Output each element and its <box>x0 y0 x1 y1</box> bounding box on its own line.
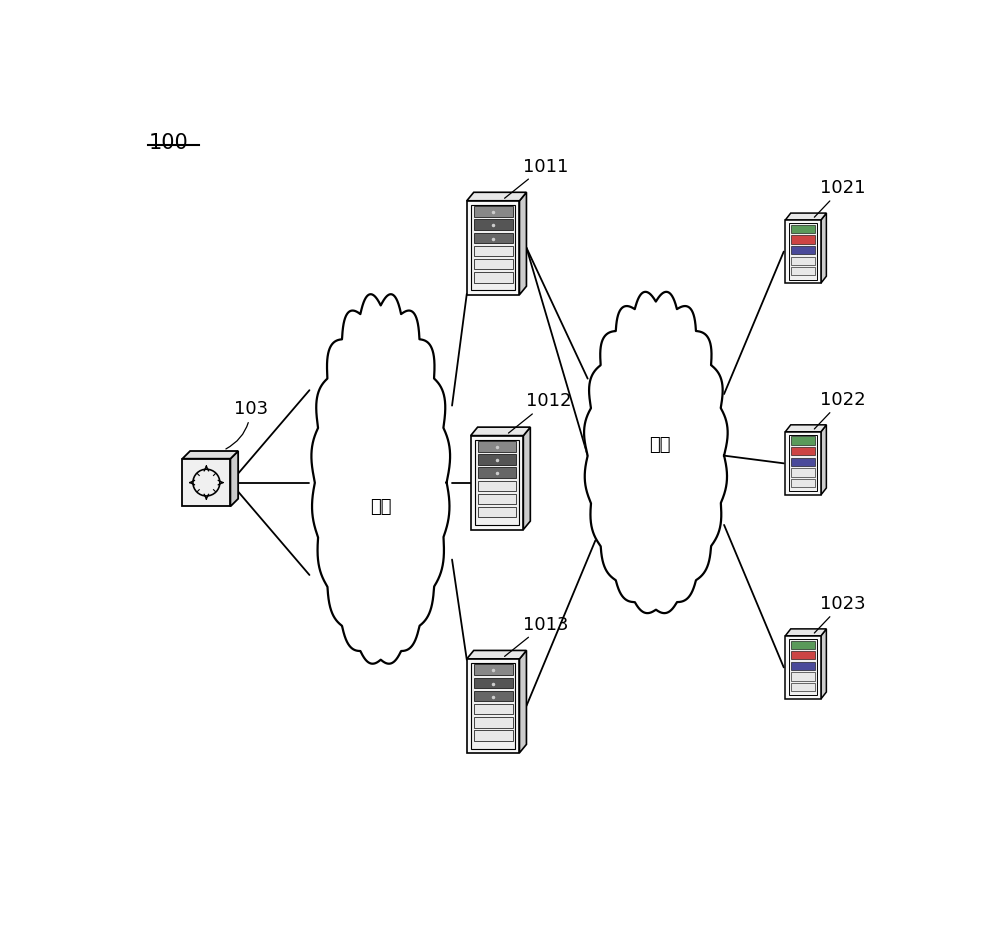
FancyBboxPatch shape <box>791 641 815 650</box>
Polygon shape <box>821 425 826 495</box>
Polygon shape <box>182 451 238 460</box>
Text: 1023: 1023 <box>814 594 866 634</box>
Text: 1013: 1013 <box>505 615 568 657</box>
FancyBboxPatch shape <box>474 678 513 688</box>
FancyBboxPatch shape <box>474 704 513 715</box>
Polygon shape <box>471 436 523 530</box>
FancyBboxPatch shape <box>791 236 815 244</box>
Polygon shape <box>785 432 821 495</box>
Polygon shape <box>519 651 526 753</box>
Polygon shape <box>467 193 526 201</box>
FancyBboxPatch shape <box>474 220 513 231</box>
FancyBboxPatch shape <box>791 459 815 466</box>
FancyBboxPatch shape <box>474 665 513 675</box>
FancyBboxPatch shape <box>474 207 513 217</box>
FancyBboxPatch shape <box>791 683 815 692</box>
FancyBboxPatch shape <box>789 436 817 492</box>
Polygon shape <box>467 201 519 296</box>
Polygon shape <box>785 629 826 636</box>
Text: 100: 100 <box>148 133 188 154</box>
Text: 网络: 网络 <box>370 497 392 515</box>
Polygon shape <box>182 460 230 507</box>
Text: 103: 103 <box>226 400 268 449</box>
Polygon shape <box>785 213 826 221</box>
FancyBboxPatch shape <box>474 246 513 257</box>
FancyBboxPatch shape <box>478 481 516 491</box>
Polygon shape <box>785 221 821 284</box>
FancyBboxPatch shape <box>471 664 515 749</box>
Text: 1012: 1012 <box>508 392 572 433</box>
FancyBboxPatch shape <box>791 257 815 266</box>
FancyBboxPatch shape <box>474 272 513 284</box>
Polygon shape <box>230 451 238 507</box>
Polygon shape <box>519 193 526 296</box>
Polygon shape <box>584 293 728 613</box>
FancyBboxPatch shape <box>478 507 516 518</box>
FancyBboxPatch shape <box>791 437 815 446</box>
Polygon shape <box>523 428 530 530</box>
FancyBboxPatch shape <box>478 468 516 478</box>
FancyBboxPatch shape <box>791 247 815 255</box>
FancyBboxPatch shape <box>478 494 516 505</box>
FancyBboxPatch shape <box>478 442 516 452</box>
Polygon shape <box>785 636 821 699</box>
FancyBboxPatch shape <box>791 469 815 477</box>
FancyBboxPatch shape <box>791 662 815 670</box>
FancyBboxPatch shape <box>789 225 817 281</box>
Polygon shape <box>467 659 519 753</box>
FancyBboxPatch shape <box>789 639 817 695</box>
Text: 1011: 1011 <box>505 157 568 199</box>
FancyBboxPatch shape <box>474 717 513 728</box>
FancyBboxPatch shape <box>471 206 515 291</box>
FancyBboxPatch shape <box>791 651 815 660</box>
FancyBboxPatch shape <box>475 440 519 526</box>
FancyBboxPatch shape <box>791 673 815 680</box>
FancyBboxPatch shape <box>791 479 815 488</box>
FancyBboxPatch shape <box>474 259 513 271</box>
Polygon shape <box>471 428 530 436</box>
Text: 1021: 1021 <box>814 179 866 218</box>
Text: 1022: 1022 <box>814 390 866 430</box>
FancyBboxPatch shape <box>791 226 815 234</box>
Polygon shape <box>821 213 826 284</box>
FancyBboxPatch shape <box>474 730 513 741</box>
Polygon shape <box>785 425 826 432</box>
Polygon shape <box>821 629 826 699</box>
FancyBboxPatch shape <box>474 691 513 701</box>
Polygon shape <box>467 651 526 659</box>
Polygon shape <box>311 295 450 664</box>
FancyBboxPatch shape <box>478 455 516 465</box>
FancyBboxPatch shape <box>791 447 815 456</box>
Text: 网络: 网络 <box>649 435 670 454</box>
FancyBboxPatch shape <box>474 233 513 244</box>
FancyBboxPatch shape <box>791 268 815 276</box>
